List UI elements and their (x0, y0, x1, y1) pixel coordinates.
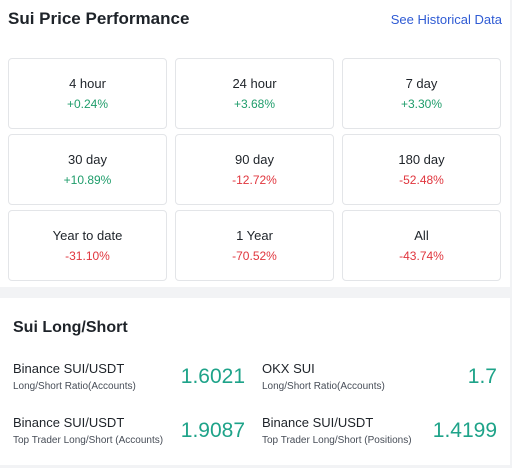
period-label: 90 day (234, 152, 275, 167)
period-change: -12.72% (232, 173, 277, 187)
period-label: 24 hour (232, 76, 277, 91)
period-label: 30 day (67, 152, 108, 167)
period-label: 180 day (398, 152, 445, 167)
period-cell: 7 day +3.30% (342, 58, 501, 129)
ratio-value: 1.7 (467, 365, 497, 388)
period-change: -31.10% (65, 249, 110, 263)
period-cell: 180 day -52.48% (342, 134, 501, 205)
period-cell: Year to date -31.10% (8, 210, 167, 281)
exchange-name: Binance SUI/USDT (13, 361, 125, 376)
historical-link[interactable]: See Historical Data (390, 12, 502, 27)
period-label: 1 Year (236, 228, 273, 243)
period-change: +3.68% (233, 97, 276, 111)
period-change: -52.48% (399, 173, 444, 187)
exchange-name: Binance SUI/USDT (262, 415, 374, 430)
ratio-value: 1.4199 (432, 419, 497, 442)
period-cell: 90 day -12.72% (175, 134, 334, 205)
period-label: All (414, 228, 429, 243)
period-label: 4 hour (69, 76, 106, 91)
period-change: +10.89% (63, 173, 112, 187)
period-change: +0.24% (66, 97, 109, 111)
period-label: Year to date (52, 228, 123, 243)
metric-label: Top Trader Long/Short (Positions) (262, 435, 412, 446)
period-cell: 24 hour +3.68% (175, 58, 334, 129)
period-change: +3.30% (400, 97, 443, 111)
long-short-card: Sui Long/Short Binance SUI/USDT Long/Shor… (0, 298, 510, 465)
ratio-value: 1.9087 (180, 419, 245, 442)
section-title: Sui Price Performance (8, 9, 190, 28)
period-cell: 30 day +10.89% (8, 134, 167, 205)
period-cell: 1 Year -70.52% (175, 210, 334, 281)
metric-label: Long/Short Ratio(Accounts) (13, 381, 136, 392)
metric-label: Top Trader Long/Short (Accounts) (13, 435, 164, 446)
period-cell: All -43.74% (342, 210, 501, 281)
period-label: 7 day (405, 76, 438, 91)
period-change: -43.74% (399, 249, 444, 263)
exchange-name: Binance SUI/USDT (13, 415, 125, 430)
ratio-value: 1.6021 (180, 365, 245, 388)
metric-label: Long/Short Ratio(Accounts) (262, 381, 385, 392)
period-cell: 4 hour +0.24% (8, 58, 167, 129)
period-change: -70.52% (232, 249, 277, 263)
performance-card: Sui Price Performance See Historical Dat… (0, 0, 510, 287)
section-title: Sui Long/Short (13, 319, 128, 336)
exchange-name: OKX SUI (262, 361, 315, 376)
